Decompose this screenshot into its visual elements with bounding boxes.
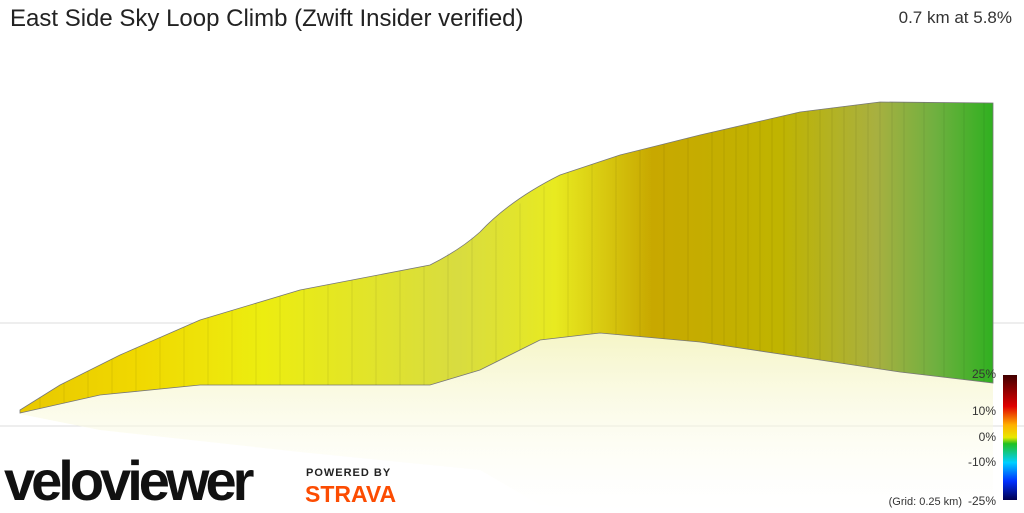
logo: veloviewer [4,449,254,512]
legend-label: 0% [979,430,997,444]
legend-label: -10% [968,455,996,469]
legend-label: 10% [972,404,996,418]
strava-logo: STRAVA [305,481,397,507]
legend-label: -25% [968,494,996,508]
legend-label: 25% [972,367,996,381]
title: East Side Sky Loop Climb (Zwift Insider … [10,5,524,32]
grid-note: (Grid: 0.25 km) [889,496,962,508]
gradient-scale [1003,375,1017,500]
summary: 0.7 km at 5.8% [898,8,1012,27]
powered-by: POWERED BY [306,467,392,479]
ribbon-strips [39,102,985,409]
elevation-ribbon [19,101,994,414]
reflection [20,333,993,512]
